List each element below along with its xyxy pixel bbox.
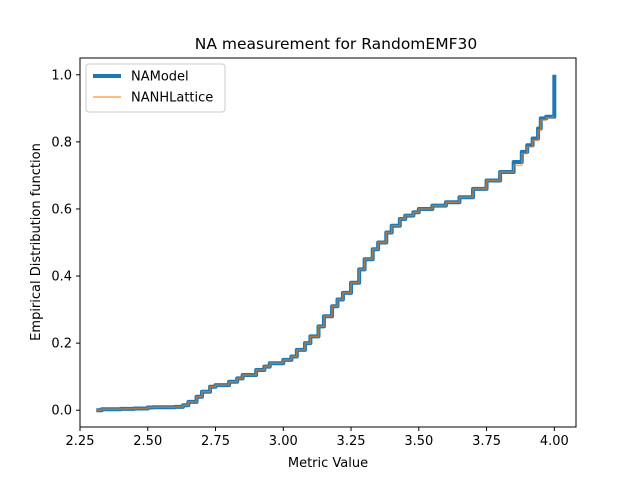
y-tick-label: 0.8 [51, 135, 72, 150]
y-tick-label: 0.2 [51, 337, 72, 352]
legend-label-namodel: NAModel [131, 70, 189, 85]
x-tick-label: 2.50 [133, 434, 162, 449]
x-tick-label: 3.50 [404, 434, 433, 449]
y-axis-ticks: 0.0 0.2 0.4 0.6 0.8 1.0 [51, 68, 80, 419]
x-tick-label: 2.25 [66, 434, 95, 449]
series-layer [96, 74, 557, 413]
y-axis-title: Empirical Distribution function [29, 143, 44, 341]
x-tick-label: 4.00 [540, 434, 569, 449]
y-tick-label: 1.0 [51, 68, 72, 83]
x-axis-title: Metric Value [288, 456, 368, 471]
y-tick-label: 0.0 [51, 404, 72, 419]
series-line-nanhlattice [96, 115, 555, 411]
x-tick-label: 3.25 [337, 434, 366, 449]
chart-title: NA measurement for RandomEMF30 [195, 35, 477, 53]
x-axis-ticks: 2.25 2.50 2.75 3.00 3.25 3.50 3.75 4.00 [66, 427, 569, 449]
x-tick-label: 2.75 [201, 434, 230, 449]
legend: NAModel NANHLattice [85, 63, 226, 113]
x-tick-label: 3.00 [269, 434, 298, 449]
x-tick-label: 3.75 [472, 434, 501, 449]
legend-label-nanhlattice: NANHLattice [131, 91, 213, 106]
y-tick-label: 0.4 [51, 270, 72, 285]
y-tick-label: 0.6 [51, 202, 72, 217]
plot-frame [79, 57, 577, 428]
